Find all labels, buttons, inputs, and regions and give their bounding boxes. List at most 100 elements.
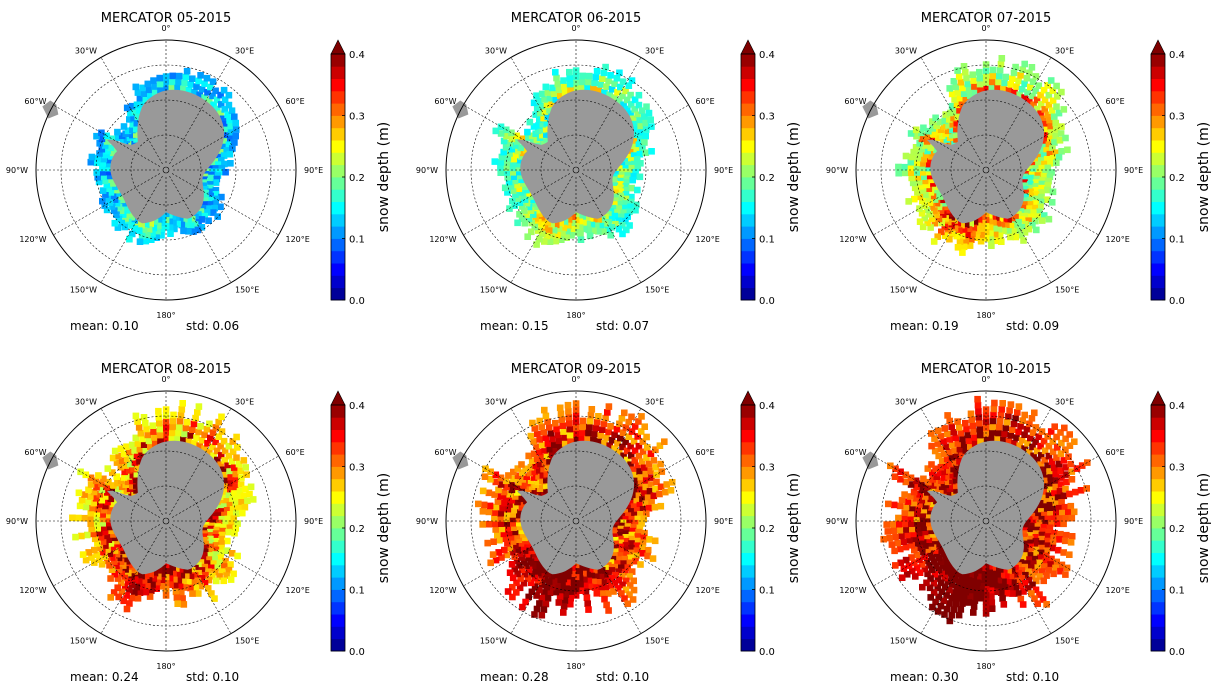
ice-cell: [156, 425, 163, 433]
ice-cell: [624, 172, 632, 179]
ice-cell: [538, 213, 546, 221]
ice-cell: [971, 434, 978, 441]
ice-cell: [1058, 439, 1065, 447]
ice-cell: [101, 202, 108, 209]
ice-cell: [189, 426, 196, 433]
ice-cell: [1044, 537, 1051, 545]
ice-cell: [190, 228, 197, 235]
meridian-line: [989, 57, 1052, 165]
colorbar-segment: [331, 417, 345, 430]
ice-cell: [1009, 590, 1016, 597]
ice-cell: [128, 222, 135, 229]
ice-cell: [1048, 107, 1056, 114]
ice-cell: [166, 224, 174, 231]
ice-cell: [140, 414, 148, 421]
ice-cell: [516, 523, 523, 531]
ice-cell: [1051, 529, 1058, 537]
pole-marker: [982, 166, 990, 174]
ice-cell: [982, 73, 990, 80]
ice-cell: [1038, 535, 1045, 543]
ice-cell: [1027, 564, 1035, 572]
ice-cell: [635, 141, 643, 148]
ice-cell: [633, 498, 640, 505]
ice-cell: [639, 438, 647, 445]
meridian-label: 30°E: [645, 47, 664, 56]
ice-cell: [928, 554, 936, 561]
graticule: [856, 40, 1116, 300]
ice-cell: [989, 72, 996, 80]
ice-cell: [202, 193, 209, 201]
meridian-label: 180°: [566, 662, 585, 671]
colorbar-segment: [741, 140, 755, 153]
ice-cell: [622, 546, 630, 554]
ice-cell: [215, 433, 223, 440]
ice-cell: [605, 218, 612, 226]
ice-cell: [597, 222, 605, 230]
ice-cell: [951, 96, 958, 103]
ice-cell: [949, 131, 956, 139]
ice-cell: [75, 514, 82, 522]
ice-cell: [491, 509, 499, 516]
ice-cell: [631, 96, 639, 104]
ice-cell: [577, 581, 584, 588]
meridian-label: 30°W: [485, 47, 507, 56]
ice-cell: [1034, 172, 1042, 179]
pole-marker: [162, 166, 170, 174]
colorbar-segment: [1151, 491, 1165, 504]
ice-cell: [212, 546, 220, 554]
ice-cell: [202, 540, 209, 548]
ice-cell: [1057, 467, 1064, 475]
ice-cell: [996, 423, 1003, 431]
ice-cell: [497, 158, 505, 166]
ice-cell: [598, 216, 606, 223]
ice-cell: [220, 494, 227, 502]
ice-cell: [91, 546, 98, 554]
ice-cell: [572, 436, 580, 443]
ice-cell: [593, 573, 600, 580]
ice-cell: [99, 160, 106, 167]
ice-cell: [555, 226, 563, 233]
parallel-circle: [915, 450, 1057, 592]
colorbar-tick-label: 0.2: [759, 173, 775, 184]
ice-cell: [622, 179, 630, 186]
ice-cell: [944, 127, 952, 135]
ice-cell: [77, 468, 84, 476]
ice-cell: [605, 403, 613, 410]
ice-cell: [633, 201, 640, 209]
ice-cell: [623, 96, 631, 104]
colorbar-segment: [331, 454, 345, 467]
ice-cell: [1041, 511, 1048, 519]
ice-cell: [88, 554, 95, 561]
ice-cell: [602, 584, 610, 592]
colorbar-tick-label: 0.4: [759, 401, 775, 412]
std-value: std: 0.07: [596, 319, 649, 333]
ice-cell: [138, 221, 145, 229]
ice-cell: [996, 232, 1004, 240]
ice-cell: [506, 544, 514, 552]
ice-cell: [109, 192, 117, 200]
ice-cell: [180, 436, 187, 444]
ice-cell: [205, 217, 212, 224]
ice-cell: [903, 571, 911, 578]
colorbar-segment: [331, 540, 345, 553]
ice-cell: [920, 124, 927, 132]
ice-cell: [170, 411, 177, 419]
ice-cell: [498, 504, 506, 512]
ice-cell: [557, 410, 565, 418]
ice-cell: [519, 531, 526, 538]
ice-cell: [919, 164, 926, 172]
ice-cell: [943, 443, 950, 450]
ice-cell: [580, 570, 587, 578]
ice-cell: [546, 107, 553, 114]
ice-cell: [647, 467, 654, 475]
ice-cell: [1023, 425, 1031, 433]
ice-cell: [618, 415, 626, 422]
ice-cell: [998, 572, 1006, 580]
ice-cell: [948, 441, 956, 449]
ice-cell: [221, 138, 229, 145]
ice-cell: [635, 418, 642, 425]
meridian-label: 30°E: [235, 398, 254, 407]
ice-cell: [176, 417, 184, 425]
